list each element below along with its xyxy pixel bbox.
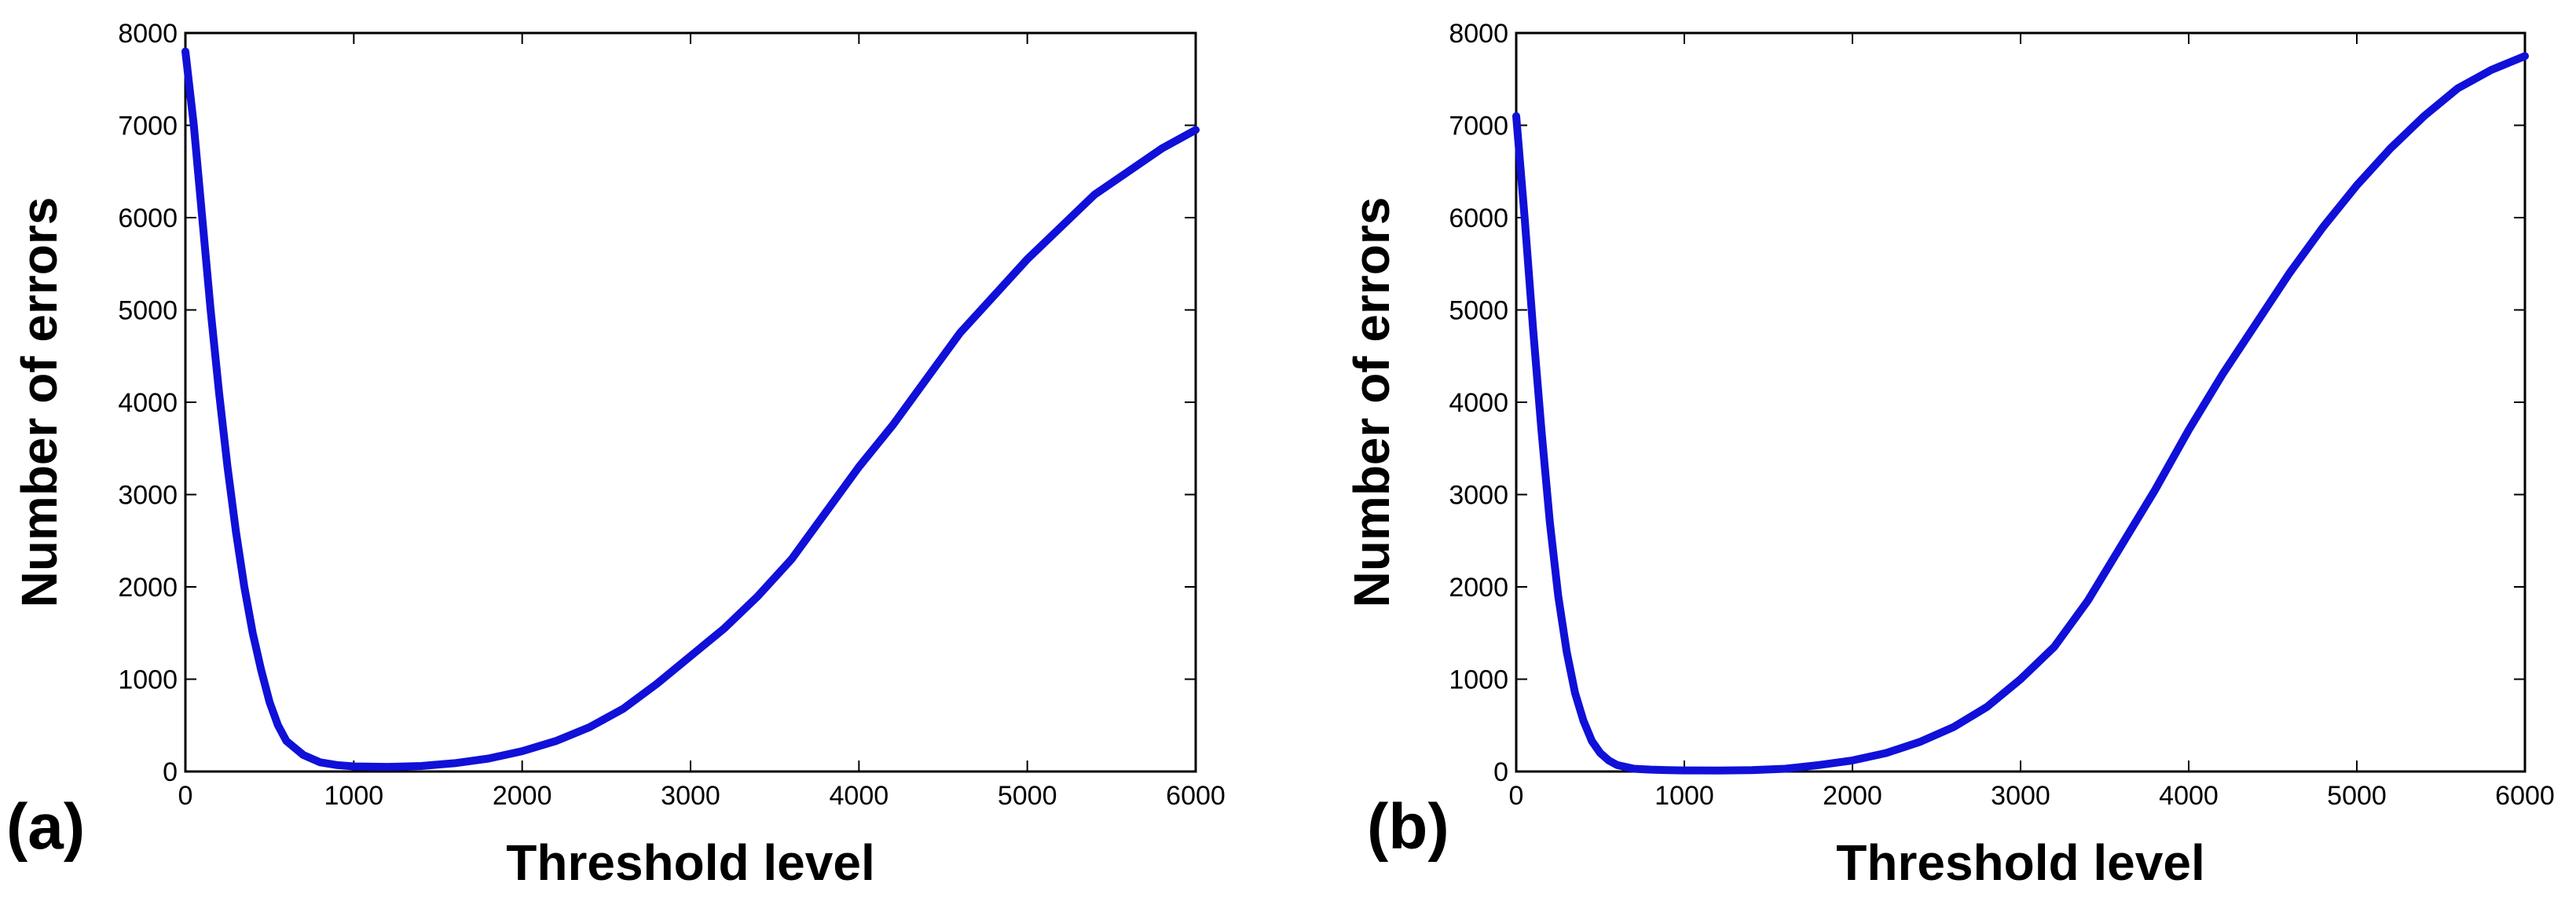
x-tick-label: 4000 xyxy=(830,781,889,811)
y-tick-label: 8000 xyxy=(1449,19,1508,49)
y-tick-label: 6000 xyxy=(1449,203,1508,233)
y-axis-label: Number of errors xyxy=(1343,197,1400,608)
x-tick-label: 1000 xyxy=(324,781,384,811)
y-tick-label: 3000 xyxy=(1449,481,1508,511)
x-tick-label: 0 xyxy=(1509,781,1524,811)
y-tick-label: 3000 xyxy=(118,481,178,511)
x-tick-label: 3000 xyxy=(661,781,720,811)
x-tick-label: 4000 xyxy=(2159,781,2219,811)
x-tick-label: 3000 xyxy=(1991,781,2050,811)
x-tick-label: 0 xyxy=(178,781,193,811)
x-tick-label: 2000 xyxy=(493,781,552,811)
panel-label: (b) xyxy=(1367,791,1449,863)
x-axis-label: Threshold level xyxy=(506,834,874,891)
y-tick-label: 4000 xyxy=(1449,388,1508,418)
x-tick-label: 5000 xyxy=(998,781,1057,811)
x-tick-label: 5000 xyxy=(2327,781,2387,811)
y-tick-label: 7000 xyxy=(1449,112,1508,141)
x-tick-label: 1000 xyxy=(1654,781,1714,811)
y-tick-label: 5000 xyxy=(118,296,178,326)
y-tick-label: 7000 xyxy=(118,112,178,141)
y-tick-label: 2000 xyxy=(1449,573,1508,603)
y-tick-label: 5000 xyxy=(1449,296,1508,326)
chart-panel-a: 0 1000 2000 3000 4000 5000 6000 0 1000 2000 3000 40… xyxy=(6,19,1226,891)
panel-label: (a) xyxy=(6,791,85,863)
y-tick-label: 0 xyxy=(163,757,178,787)
x-tick-label: 2000 xyxy=(1823,781,1882,811)
series-line-errors xyxy=(1512,52,2529,775)
y-tick-label: 2000 xyxy=(118,573,178,603)
y-tick-label: 0 xyxy=(1493,757,1508,787)
series-line-errors xyxy=(181,47,1200,772)
plot-area xyxy=(184,31,1197,773)
y-tick-label: 8000 xyxy=(118,19,178,49)
x-axis-label: Threshold level xyxy=(1836,834,2204,891)
x-tick-label: 6000 xyxy=(2495,781,2555,811)
y-tick-label: 1000 xyxy=(118,665,178,695)
plot-area xyxy=(1515,31,2527,773)
x-tick-label: 6000 xyxy=(1166,781,1226,811)
chart-panel-b: 0 1000 2000 3000 4000 5000 6000 0 1000 2000 3000 40… xyxy=(1343,19,2555,891)
y-axis-label: Number of errors xyxy=(11,197,68,608)
y-tick-label: 6000 xyxy=(118,203,178,233)
y-tick-label: 4000 xyxy=(118,388,178,418)
y-tick-label: 1000 xyxy=(1449,665,1508,695)
